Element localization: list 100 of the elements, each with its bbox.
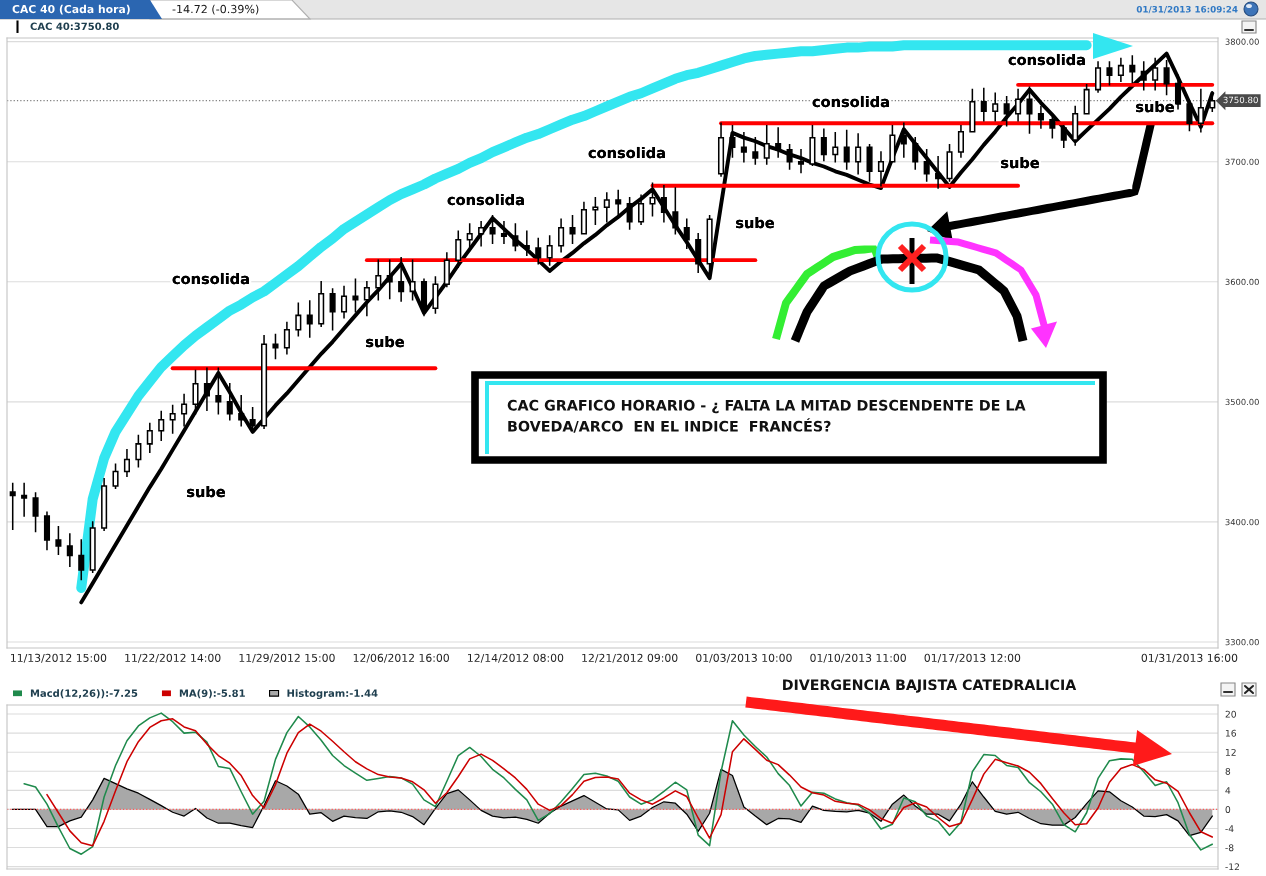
candlestick [181, 393, 188, 427]
candlestick [980, 87, 987, 122]
y-tick-label: 12 [1225, 748, 1236, 756]
candlestick [66, 533, 73, 568]
candlestick [523, 230, 530, 257]
candlestick [21, 482, 28, 517]
candlestick [386, 259, 393, 300]
candlestick [329, 288, 336, 331]
y-tick-label: -4 [1225, 825, 1234, 832]
candlestick [729, 124, 736, 158]
candlestick [1037, 105, 1044, 129]
x-tick-label: 01/10/2013 11:00 [810, 653, 906, 663]
candlestick [55, 525, 62, 556]
candlestick [203, 367, 210, 412]
candlestick [466, 223, 473, 252]
annotation: sube [366, 335, 404, 348]
x-tick-label: 12/21/2012 09:00 [582, 653, 678, 663]
candlestick [249, 407, 256, 432]
y-tick-label: 8 [1225, 767, 1231, 775]
candlestick [283, 321, 290, 355]
candlestick [420, 278, 428, 317]
y-tick-label: 3400.00 [1225, 518, 1259, 526]
candlestick [340, 285, 348, 319]
candlestick [272, 333, 279, 360]
candlestick [375, 259, 382, 301]
candlestick [1163, 60, 1170, 96]
candlestick [877, 151, 885, 187]
candlestick [112, 463, 119, 490]
candlestick [649, 182, 656, 217]
y-tick-label: 3800.00 [1225, 38, 1259, 45]
candlestick [238, 395, 245, 427]
candlestick [1060, 124, 1067, 149]
x-tick-label: 01/03/2013 10:00 [696, 653, 792, 663]
annotation: CAC GRAFICO HORARIO - ¿ FALTA LA MITAD DESCENDENTE DE LA BOVEDA/ARCO EN EL INDICE FRANCÉS? [507, 399, 1026, 433]
candlestick [192, 369, 199, 415]
candlestick [123, 449, 131, 478]
candlestick [295, 302, 302, 337]
x-tick-label: 01/17/2013 12:00 [924, 653, 1021, 663]
candlestick [1003, 96, 1010, 127]
candlestick [889, 124, 896, 163]
candlestick [1152, 57, 1159, 91]
y-tick-label: -12 [1225, 863, 1239, 871]
candlestick [32, 492, 39, 533]
candlestick [923, 148, 930, 182]
candlestick [89, 521, 96, 574]
candlestick [683, 218, 690, 249]
candlestick [78, 539, 85, 581]
candlestick [1140, 61, 1147, 91]
candlestick [43, 511, 51, 551]
annotation: consolida [447, 193, 524, 206]
annotation: sube [1001, 156, 1039, 169]
candlestick [935, 156, 942, 189]
candlestick [843, 129, 850, 170]
candlestick [1015, 88, 1022, 122]
candlestick [9, 482, 16, 530]
x-tick-label: 11/29/2012 15:00 [239, 653, 335, 663]
x-tick-label: 11/13/2012 15:00 [11, 653, 107, 663]
candlestick [489, 214, 496, 245]
candlestick [695, 232, 702, 273]
candlestick [1049, 112, 1056, 139]
candlestick [615, 189, 622, 218]
candlestick [478, 220, 485, 247]
candlestick [809, 124, 816, 167]
x-tick-label: 12/14/2012 08:00 [468, 653, 564, 663]
candlestick [569, 214, 576, 245]
annotation: consolida [1008, 53, 1085, 66]
y-tick-label: 3700.00 [1225, 158, 1259, 165]
y-tick-label: 3600.00 [1225, 278, 1259, 286]
candlestick [101, 477, 108, 532]
candlestick [261, 335, 268, 430]
candlestick [855, 133, 862, 175]
x-tick-label: 01/31/2013 16:00 [1141, 653, 1238, 663]
legend-label: Macd(12,26)):-7.25 [30, 689, 138, 699]
annotation: sube [187, 485, 225, 498]
candlestick [592, 196, 599, 225]
candlestick [832, 132, 839, 163]
candlestick [546, 235, 553, 266]
candlestick [660, 184, 667, 223]
candlestick [1094, 61, 1102, 93]
y-tick-label: 4 [1225, 787, 1231, 794]
chart-title: CAC 40 (Cada hora) [12, 4, 130, 15]
candlestick [1072, 105, 1079, 146]
x-tick-label: 12/06/2012 16:00 [353, 653, 449, 663]
candlestick [512, 223, 519, 252]
text: 01/31/2013 16:09:24 [1136, 5, 1238, 14]
y-tick-label: 20 [1225, 710, 1236, 718]
candlestick [535, 237, 542, 265]
text: DIVERGENCIA BAJISTA CATEDRALICIA [783, 679, 1077, 693]
candlestick [500, 220, 508, 245]
candlestick [455, 230, 462, 269]
candlestick [1117, 57, 1124, 82]
candlestick [603, 192, 610, 223]
candlestick [797, 148, 805, 174]
candlestick [1129, 55, 1136, 84]
annotation: sube [736, 216, 774, 229]
candlestick [740, 132, 747, 163]
candlestick [443, 252, 450, 288]
candlestick [912, 136, 919, 170]
ref-line-label: 3750.80 [1223, 96, 1258, 104]
candlestick [1186, 100, 1193, 132]
